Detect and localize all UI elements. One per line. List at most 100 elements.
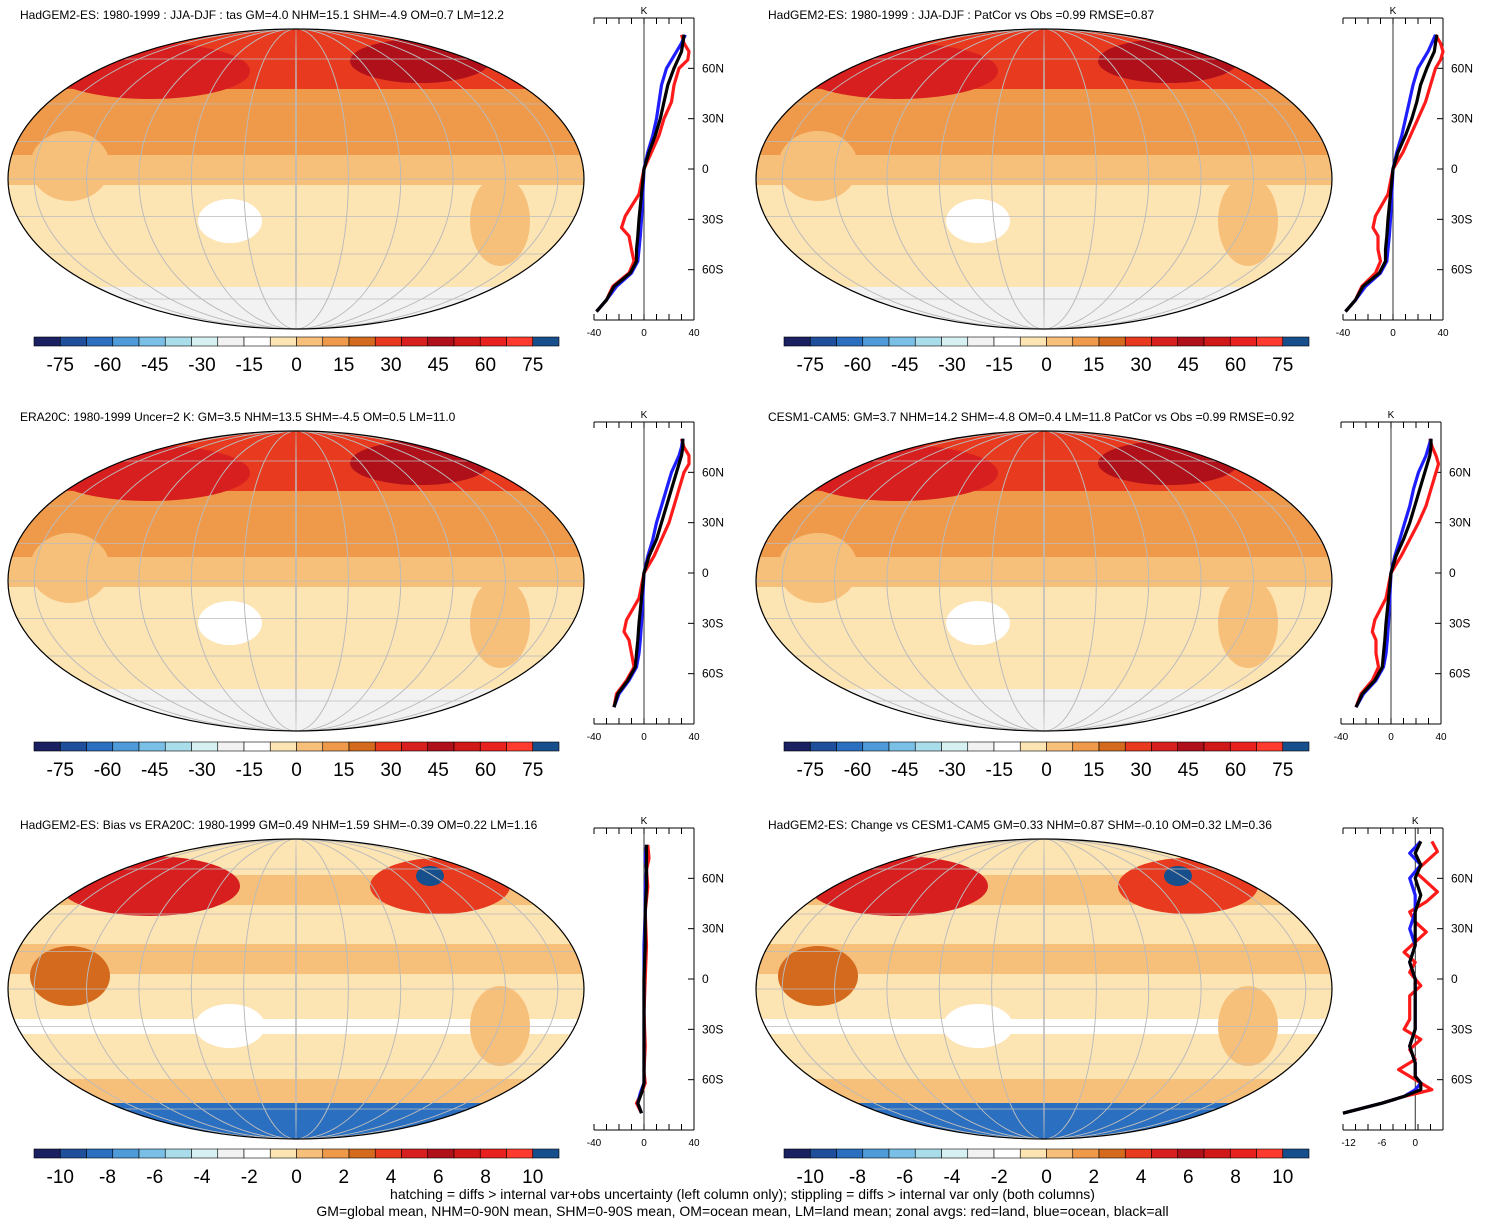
colorbar-swatch xyxy=(914,336,942,347)
colorbar-tick-label: -4 xyxy=(194,1167,211,1188)
colorbar-swatch xyxy=(941,741,969,752)
zonal-xtick-label: 0 xyxy=(641,1138,647,1149)
colorbar-tick-label: 75 xyxy=(522,760,543,781)
colorbar-swatch xyxy=(348,1148,376,1159)
colorbar-swatch xyxy=(453,741,481,752)
zonal-lat-label: 0 xyxy=(702,972,709,986)
panel-title: HadGEM2-ES: Bias vs ERA20C: 1980-1999 GM… xyxy=(20,818,538,832)
colorbar-swatch xyxy=(164,741,192,752)
colorbar-swatch xyxy=(993,741,1021,752)
colorbar-tick-label: 15 xyxy=(333,760,354,781)
field-band xyxy=(756,1079,1332,1104)
colorbar-swatch xyxy=(322,1148,350,1159)
colorbar-swatch xyxy=(1177,1148,1205,1159)
field-region xyxy=(1118,858,1258,914)
zonal-lat-label: 60S xyxy=(1449,667,1470,681)
map-border xyxy=(7,28,585,330)
colorbar-swatch xyxy=(296,741,324,752)
zonal-xtick-label: -6 xyxy=(1377,1138,1386,1149)
colorbar-tick-label: -45 xyxy=(141,355,168,376)
colorbar-swatch xyxy=(427,1148,455,1159)
colorbar-swatch xyxy=(86,741,114,752)
colorbar-tick-label: 60 xyxy=(475,760,496,781)
zonal-xtick-label: 0 xyxy=(641,732,647,743)
colorbar-swatch xyxy=(1098,336,1126,347)
field-band xyxy=(756,1019,1332,1035)
colorbar-swatch xyxy=(1203,741,1231,752)
zonal-unit-label: K xyxy=(1388,410,1395,421)
colorbar-swatch xyxy=(1046,336,1074,347)
zonal-lat-label: 0 xyxy=(702,162,709,176)
colorbar-swatch xyxy=(191,1148,219,1159)
colorbar-tick-label: 10 xyxy=(1272,1167,1293,1188)
panel-title: HadGEM2-ES: 1980-1999 : JJA-DJF : PatCor… xyxy=(768,8,1155,22)
field-region xyxy=(778,131,858,201)
field-region xyxy=(946,199,1010,243)
colorbar-tick-label: -6 xyxy=(146,1167,163,1188)
zonal-mean-plot: K -40 0 40 60N 30N 0 30S 60S xyxy=(1334,410,1471,743)
colorbar-swatch xyxy=(1177,741,1205,752)
colorbar-tick-label: 0 xyxy=(1041,355,1052,376)
colorbar-swatch xyxy=(1229,741,1257,752)
colorbar-tick-label: -30 xyxy=(188,355,215,376)
colorbar-swatch xyxy=(217,336,245,347)
colorbar-swatch xyxy=(112,336,140,347)
colorbar-swatch xyxy=(112,741,140,752)
colorbar-swatch xyxy=(479,741,507,752)
colorbar-swatch xyxy=(243,1148,271,1159)
zonal-lat-label: 0 xyxy=(1451,972,1458,986)
colorbar-swatch xyxy=(1019,1148,1047,1159)
zonal-line-all xyxy=(636,844,649,1114)
colorbar-tick-label: 60 xyxy=(475,355,496,376)
footer-line-2: GM=global mean, NHM=0-90N mean, SHM=0-90… xyxy=(316,1203,1169,1219)
field-band xyxy=(8,287,584,329)
colorbar-swatch xyxy=(374,741,402,752)
field-region xyxy=(370,858,510,914)
colorbar-swatch xyxy=(1203,1148,1231,1159)
field-region xyxy=(198,199,262,243)
colorbar-swatch xyxy=(401,336,429,347)
zonal-xtick-label: -12 xyxy=(1341,1138,1356,1149)
zonal-xtick-label: 40 xyxy=(688,328,700,339)
colorbar-tick-label: -10 xyxy=(797,1167,824,1188)
colorbar-swatch xyxy=(217,741,245,752)
colorbar-tick-label: 45 xyxy=(428,355,449,376)
field-band xyxy=(8,491,584,558)
colorbar-swatch xyxy=(322,336,350,347)
colorbar-swatch xyxy=(112,1148,140,1159)
colorbar-swatch xyxy=(1229,1148,1257,1159)
zonal-lat-label: 0 xyxy=(702,566,709,580)
colorbar-swatch xyxy=(1256,336,1284,347)
map-border xyxy=(755,838,1333,1140)
colorbar-swatch xyxy=(427,741,455,752)
colorbar-tick-label: -6 xyxy=(896,1167,913,1188)
colorbar-tick-label: -60 xyxy=(94,760,121,781)
colorbar-swatch xyxy=(138,336,166,347)
map-plot xyxy=(7,430,585,732)
colorbar-tick-label: 10 xyxy=(522,1167,543,1188)
colorbar-swatch xyxy=(243,336,271,347)
field-region xyxy=(195,1004,265,1048)
colorbar-tick-label: -30 xyxy=(938,355,965,376)
zonal-lat-label: 60N xyxy=(702,871,724,885)
colorbar-tick-label: -75 xyxy=(47,355,74,376)
colorbar-swatch xyxy=(374,336,402,347)
colorbar-tick-label: -45 xyxy=(891,760,918,781)
zonal-lat-label: 30S xyxy=(702,212,723,226)
colorbar-swatch xyxy=(888,1148,916,1159)
field-band xyxy=(756,689,1332,731)
colorbar-swatch xyxy=(164,336,192,347)
field-region xyxy=(943,1004,1013,1048)
zonal-xtick-label: 0 xyxy=(1390,328,1396,339)
colorbar-tick-label: -15 xyxy=(236,355,263,376)
colorbar-swatch xyxy=(453,1148,481,1159)
zonal-lat-label: 60N xyxy=(702,465,724,479)
colorbar-tick-label: -75 xyxy=(797,760,824,781)
colorbar-tick-label: -30 xyxy=(938,760,965,781)
colorbar-swatch xyxy=(506,336,534,347)
colorbar-swatch xyxy=(1256,741,1284,752)
colorbar-swatch xyxy=(888,741,916,752)
field-band xyxy=(8,1103,584,1139)
colorbar-swatch xyxy=(191,336,219,347)
colorbar: -75 -60 -45 -30 -15 0 15 30 45 60 75 xyxy=(783,336,1310,376)
